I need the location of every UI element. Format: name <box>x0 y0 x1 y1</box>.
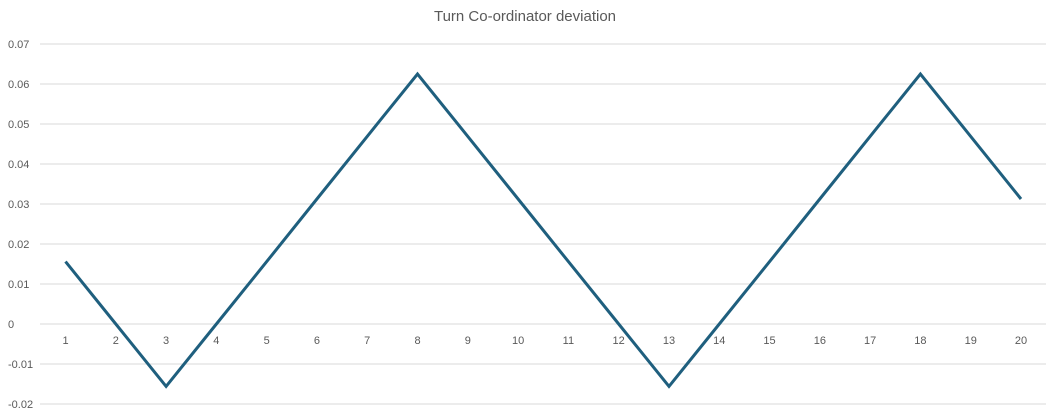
y-tick-label: 0.01 <box>8 279 29 291</box>
x-tick-label: 19 <box>965 335 977 347</box>
x-tick-label: 20 <box>1015 335 1027 347</box>
y-tick-label: 0.05 <box>8 119 29 131</box>
x-tick-label: 2 <box>113 335 119 347</box>
x-tick-label: 15 <box>763 335 775 347</box>
series-layer <box>64 71 1023 389</box>
x-tick-label: 18 <box>914 335 926 347</box>
series-line <box>64 71 1023 389</box>
x-tick-label: 14 <box>713 335 725 347</box>
x-tick-label: 5 <box>264 335 270 347</box>
x-tick-label: 1 <box>62 335 68 347</box>
y-tick-label: 0.03 <box>8 199 29 211</box>
x-tick-label: 7 <box>364 335 370 347</box>
y-tick-label: 0.04 <box>8 159 29 171</box>
x-tick-label: 10 <box>512 335 524 347</box>
y-tick-label: -0.01 <box>8 359 33 371</box>
x-tick-label: 11 <box>563 335 574 347</box>
x-tick-label: 4 <box>213 335 219 347</box>
y-tick-label: -0.02 <box>8 399 33 411</box>
chart-title: Turn Co-ordinator deviation <box>433 8 617 25</box>
x-tick-label: 13 <box>663 335 675 347</box>
gridlines <box>40 43 1046 405</box>
y-tick-label: 0 <box>8 319 14 331</box>
x-tick-label: 12 <box>613 335 625 347</box>
y-axis-tick-labels: -0.02 -0.01 0 0.01 0.02 0.03 0.04 0.05 0.06 0.07 <box>8 39 33 411</box>
x-tick-label: 6 <box>314 335 320 347</box>
x-tick-label: 8 <box>414 335 420 347</box>
y-tick-label: 0.06 <box>8 79 29 91</box>
x-tick-label: 16 <box>814 335 826 347</box>
y-tick-label: 0.02 <box>8 239 29 251</box>
x-axis-tick-labels: 1 2 3 4 5 6 7 8 9 10 11 12 13 14 15 16 17 18 19 20 <box>62 335 1027 347</box>
x-tick-label: 3 <box>163 335 169 347</box>
y-tick-label: 0.07 <box>8 39 29 51</box>
x-tick-label: 17 <box>864 335 876 347</box>
x-tick-label: 9 <box>465 335 471 347</box>
